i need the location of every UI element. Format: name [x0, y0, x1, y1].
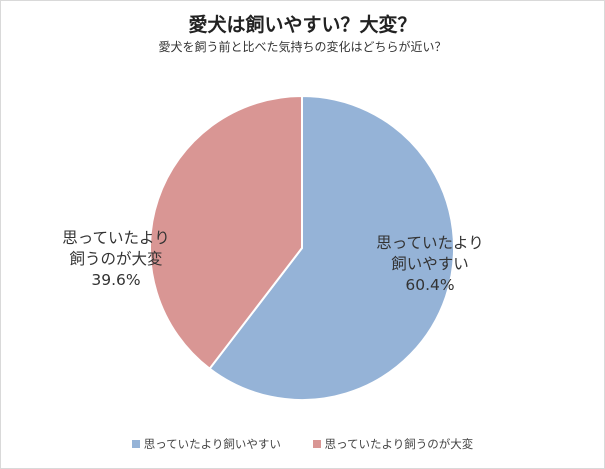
data-label-easier-line2: 飼いやすい: [391, 255, 469, 273]
pie-slice-easier: [208, 94, 455, 401]
legend-item-harder: 思っていたより飼うのが大変: [312, 436, 474, 452]
data-label-harder: 思っていたより 飼うのが大変 39.6%: [46, 228, 186, 291]
legend-swatch-easier: [131, 440, 140, 448]
legend: 思っていたより飼いやすい 思っていたより飼うのが大変: [0, 436, 605, 452]
legend-label-easier: 思っていたより飼いやすい: [143, 437, 281, 451]
data-label-harder-line2: 飼うのが大変: [69, 250, 163, 268]
legend-label-harder: 思っていたより飼うのが大変: [324, 437, 474, 451]
chart-subtitle: 愛犬を飼う前と比べた気持ちの変化はどちらが近い？: [158, 40, 447, 54]
pie-slice-harder: [149, 94, 303, 371]
data-label-easier: 思っていたより 飼いやすい 60.4%: [360, 233, 500, 296]
legend-item-easier: 思っていたより飼いやすい: [131, 436, 281, 452]
legend-swatch-harder: [312, 440, 321, 448]
chart-title: 愛犬は飼いやすい？大変？: [188, 14, 417, 36]
data-label-easier-value: 60.4%: [405, 276, 455, 294]
data-label-harder-value: 39.6%: [91, 271, 141, 289]
data-label-harder-line1: 思っていたより: [62, 229, 170, 247]
data-label-easier-line1: 思っていたより: [376, 234, 484, 252]
